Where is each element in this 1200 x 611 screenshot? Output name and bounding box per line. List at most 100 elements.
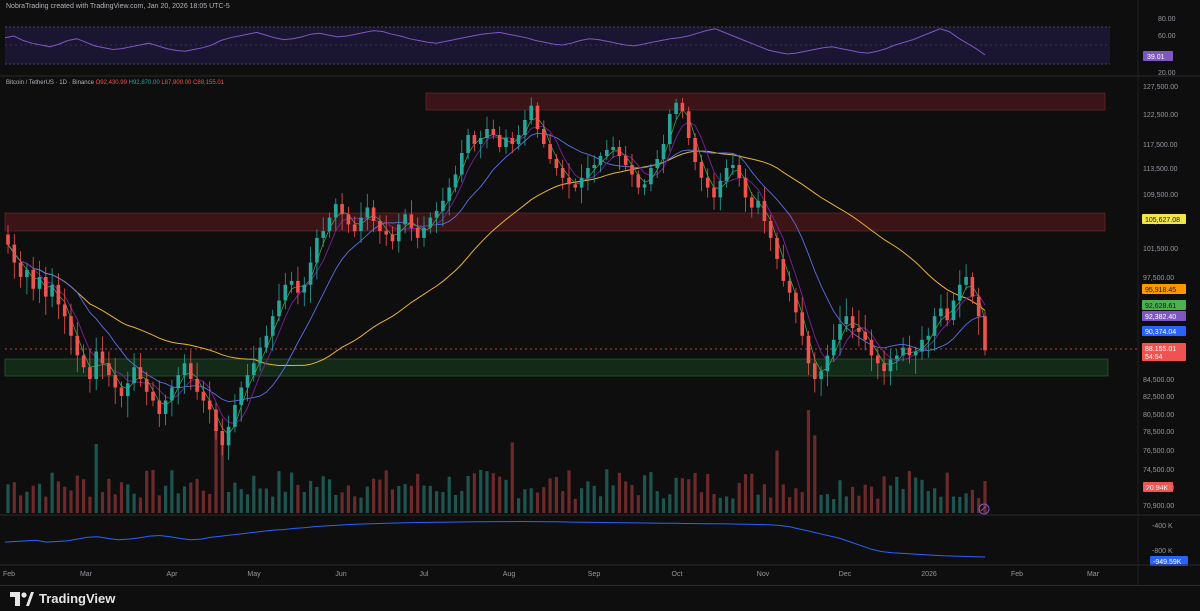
candle-body[interactable] xyxy=(976,296,981,317)
candle-body[interactable] xyxy=(680,102,685,112)
candle-body[interactable] xyxy=(12,244,17,263)
candle-body[interactable] xyxy=(56,284,61,305)
rsi-panel[interactable]: 80.00 60.00 20.00 39.01 xyxy=(4,16,1176,77)
candle-body[interactable] xyxy=(831,339,836,356)
candle-body[interactable] xyxy=(623,156,628,165)
candle-body[interactable] xyxy=(378,221,382,232)
candle-body[interactable] xyxy=(62,304,67,317)
candle-body[interactable] xyxy=(220,431,225,446)
candle-body[interactable] xyxy=(491,129,496,135)
candle-body[interactable] xyxy=(81,355,86,368)
candle-body[interactable] xyxy=(876,355,880,364)
candle-body[interactable] xyxy=(775,237,779,259)
candle-body[interactable] xyxy=(340,204,344,215)
candle-body[interactable] xyxy=(365,207,370,218)
candle-body[interactable] xyxy=(497,135,502,147)
candle-body[interactable] xyxy=(932,316,937,336)
candle-body[interactable] xyxy=(289,280,294,285)
candle-body[interactable] xyxy=(913,351,918,356)
candle-body[interactable] xyxy=(768,221,773,238)
candle-body[interactable] xyxy=(951,300,956,321)
candle-body[interactable] xyxy=(642,184,647,188)
candle-body[interactable] xyxy=(100,351,105,364)
candle-body[interactable] xyxy=(844,316,849,324)
candle-body[interactable] xyxy=(422,227,426,238)
candle-body[interactable] xyxy=(346,214,351,225)
candle-body[interactable] xyxy=(151,391,155,401)
candle-body[interactable] xyxy=(787,280,792,293)
candle-body[interactable] xyxy=(195,379,199,392)
candle-body[interactable] xyxy=(138,367,143,379)
candle-body[interactable] xyxy=(718,181,723,198)
symbol-legend[interactable]: Bitcoin / TetherUS · 1D · Binance O92,43… xyxy=(6,80,224,86)
candle-body[interactable] xyxy=(359,217,363,232)
candle-body[interactable] xyxy=(6,234,10,245)
obv-panel[interactable]: -400 K -800 K -949.59K xyxy=(4,520,1188,567)
candle-body[interactable] xyxy=(781,258,786,281)
candle-body[interactable] xyxy=(598,156,603,165)
candle-body[interactable] xyxy=(403,214,407,225)
candle-body[interactable] xyxy=(579,177,584,188)
candle-body[interactable] xyxy=(888,359,893,372)
candle-body[interactable] xyxy=(460,153,464,175)
candle-body[interactable] xyxy=(731,165,735,168)
candle-body[interactable] xyxy=(686,111,691,138)
candle-body[interactable] xyxy=(409,214,414,228)
candle-body[interactable] xyxy=(523,120,527,135)
candle-body[interactable] xyxy=(649,168,653,185)
candle-body[interactable] xyxy=(18,262,23,278)
candle-body[interactable] xyxy=(838,324,842,340)
candle-body[interactable] xyxy=(901,347,905,356)
candle-body[interactable] xyxy=(352,224,357,232)
candle-body[interactable] xyxy=(226,426,231,446)
candle-body[interactable] xyxy=(895,355,899,360)
tradingview-chart[interactable]: 80.00 60.00 20.00 39.01 20.94K 127,500.00 12… xyxy=(0,0,1200,585)
candle-body[interactable] xyxy=(252,363,256,376)
candle-body[interactable] xyxy=(674,102,678,114)
candle-body[interactable] xyxy=(542,129,546,144)
candle-body[interactable] xyxy=(857,328,861,332)
candle-body[interactable] xyxy=(258,347,262,364)
price-panel[interactable]: 20.94K 127,500.00 122,500.00 117,500.00 113… xyxy=(4,84,1186,513)
candle-body[interactable] xyxy=(586,168,590,178)
candle-body[interactable] xyxy=(762,200,767,222)
time-axis[interactable]: Feb Mar Apr May Jun Jul Aug Sep Oct Nov Dec 2026 Feb… xyxy=(3,571,1100,578)
candle-body[interactable] xyxy=(94,351,98,380)
candle-body[interactable] xyxy=(25,269,29,278)
candle-body[interactable] xyxy=(529,105,533,120)
candle-body[interactable] xyxy=(233,405,237,427)
candle-body[interactable] xyxy=(535,105,540,129)
candle-body[interactable] xyxy=(825,355,830,372)
candle-body[interactable] xyxy=(390,234,395,242)
candle-body[interactable] xyxy=(264,335,269,348)
candle-body[interactable] xyxy=(334,204,338,218)
candle-body[interactable] xyxy=(750,197,754,208)
candle-body[interactable] xyxy=(107,363,111,376)
candle-body[interactable] xyxy=(806,335,811,364)
candle-body[interactable] xyxy=(75,335,80,356)
candle-body[interactable] xyxy=(756,200,760,208)
candle-body[interactable] xyxy=(132,367,136,384)
candle-body[interactable] xyxy=(504,138,508,147)
candle-body[interactable] xyxy=(737,165,741,178)
candle-body[interactable] xyxy=(573,184,578,188)
candle-body[interactable] xyxy=(371,207,376,222)
candle-body[interactable] xyxy=(428,217,433,228)
candle-body[interactable] xyxy=(283,284,288,301)
candle-body[interactable] xyxy=(724,168,729,181)
candle-body[interactable] xyxy=(516,135,521,144)
candle-body[interactable] xyxy=(239,387,243,406)
candle-body[interactable] xyxy=(611,147,615,150)
candle-body[interactable] xyxy=(478,138,483,144)
candle-body[interactable] xyxy=(560,168,565,178)
candle-body[interactable] xyxy=(605,150,609,156)
candle-body[interactable] xyxy=(655,159,659,168)
candle-body[interactable] xyxy=(712,187,716,198)
candle-body[interactable] xyxy=(415,227,420,238)
candle-body[interactable] xyxy=(472,135,477,144)
candle-body[interactable] xyxy=(277,300,281,317)
candle-body[interactable] xyxy=(819,371,823,379)
candle-body[interactable] xyxy=(397,224,401,242)
candle-body[interactable] xyxy=(907,347,912,356)
candle-body[interactable] xyxy=(964,277,968,285)
